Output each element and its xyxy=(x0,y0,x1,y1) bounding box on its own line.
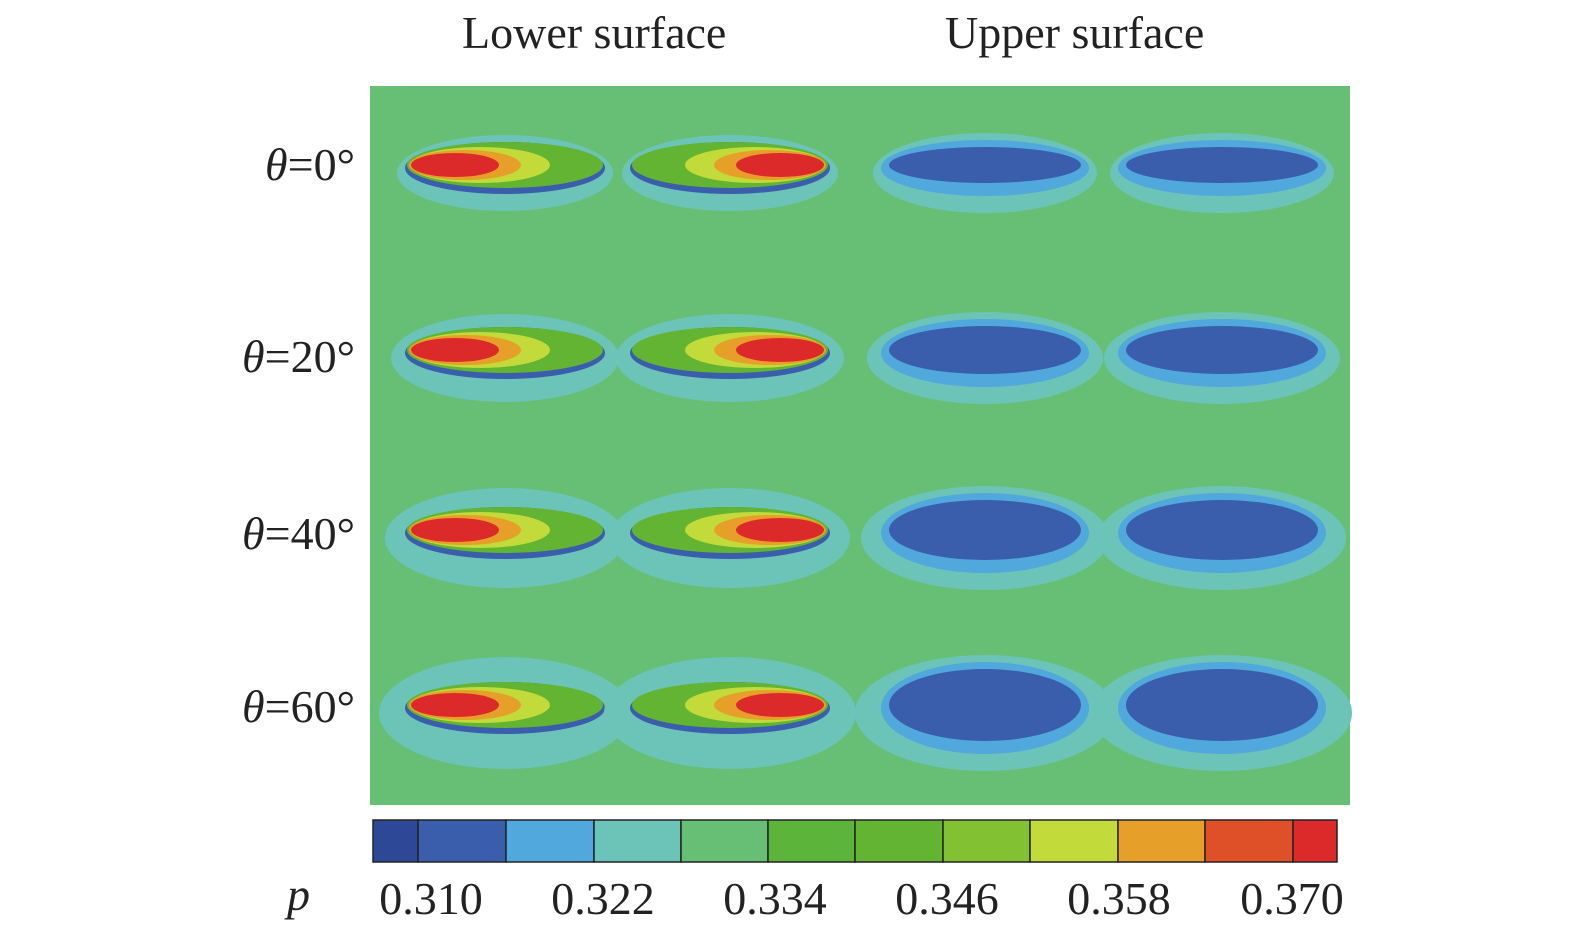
colorbar-tick-label: 0.322 xyxy=(551,873,655,924)
row-label-text: =60° xyxy=(264,681,355,732)
row-label-text: =20° xyxy=(264,331,355,382)
row-label-theta-20: θ=20° xyxy=(242,330,355,383)
colorbar-tick-label: 0.334 xyxy=(723,873,827,924)
theta-symbol: θ xyxy=(242,331,265,382)
theta-symbol: θ xyxy=(242,508,265,559)
colorbar-level-5 xyxy=(767,819,856,863)
contour-level-red xyxy=(411,518,499,542)
colorbar-level-7 xyxy=(942,819,1031,863)
colorbar-level-0 xyxy=(372,819,419,863)
contour-level-darkblue xyxy=(889,147,1081,183)
colorbar-level-6 xyxy=(854,819,944,863)
column-title-lower-surface: Lower surface xyxy=(462,7,727,58)
contour-level-red xyxy=(411,693,499,717)
contour-level-darkblue xyxy=(1126,147,1318,183)
colorbar-level-4 xyxy=(680,819,769,863)
row-label-theta-0: θ=0° xyxy=(265,138,355,191)
row-label-theta-60: θ=60° xyxy=(242,680,355,733)
colorbar-tick-label: 0.346 xyxy=(895,873,999,924)
row-label-text: =40° xyxy=(264,508,355,559)
column-title-upper-surface: Upper surface xyxy=(945,7,1205,58)
colorbar-tick-label: 0.370 xyxy=(1240,873,1344,924)
colorbar-variable-label: p xyxy=(287,869,310,920)
contour-level-red xyxy=(411,338,499,362)
theta-symbol: θ xyxy=(265,139,288,190)
row-label-text: =0° xyxy=(287,139,355,190)
contour-level-darkblue xyxy=(889,500,1081,560)
contour-level-darkblue xyxy=(1126,326,1318,374)
theta-symbol: θ xyxy=(242,681,265,732)
contour-level-darkblue xyxy=(889,669,1081,741)
contour-level-darkblue xyxy=(1126,500,1318,560)
colorbar-level-9 xyxy=(1117,819,1206,863)
colorbar-level-2 xyxy=(505,819,595,863)
colorbar-tick-label: 0.310 xyxy=(379,873,483,924)
contour-level-red xyxy=(736,518,824,542)
contour-level-red xyxy=(736,338,824,362)
colorbar-level-8 xyxy=(1029,819,1119,863)
contour-level-red xyxy=(411,153,499,177)
colorbar-level-1 xyxy=(417,819,507,863)
row-label-theta-40: θ=40° xyxy=(242,507,355,560)
contour-level-darkblue xyxy=(889,326,1081,374)
contour-level-red xyxy=(736,693,824,717)
contour-level-darkblue xyxy=(1126,669,1318,741)
colorbar-level-10 xyxy=(1204,819,1294,863)
colorbar-tick-label: 0.358 xyxy=(1067,873,1171,924)
contour-level-red xyxy=(736,153,824,177)
colorbar-level-11 xyxy=(1292,819,1338,863)
colorbar-level-3 xyxy=(593,819,682,863)
